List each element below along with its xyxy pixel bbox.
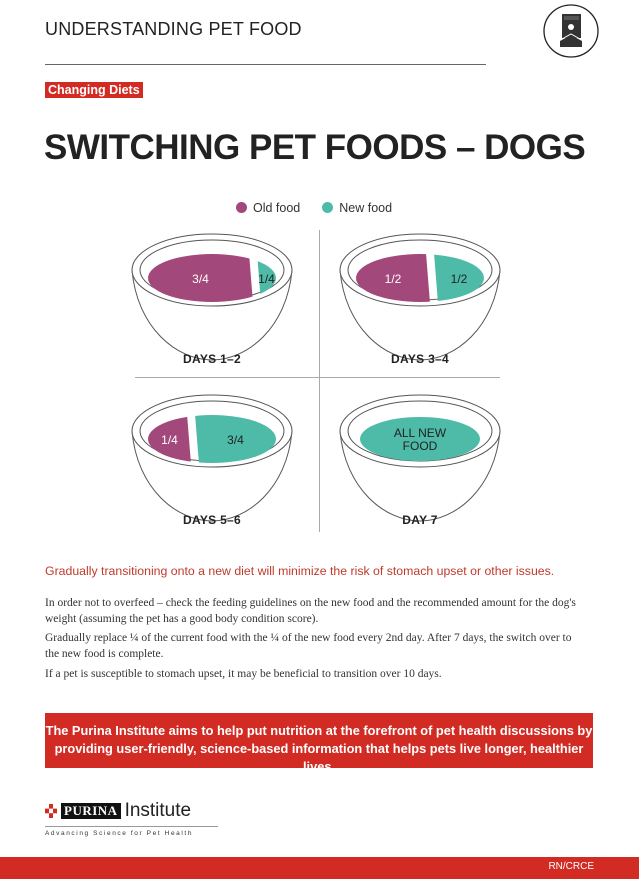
new-food-portion (193, 415, 276, 463)
footer-bar (0, 857, 639, 879)
bowl-label: DAYS 1–2 (183, 352, 241, 366)
bowl-label: DAY 7 (402, 513, 438, 527)
category-tag: Changing Diets (45, 82, 143, 98)
bowl-label: DAYS 3–4 (391, 352, 449, 366)
logo-name: Institute (124, 800, 192, 821)
new-food-dot-icon (322, 202, 334, 213)
logo-brand: PURINA (61, 803, 121, 819)
legend-new: New food (322, 201, 392, 215)
bowl-illustration (131, 394, 293, 522)
old-food-portion (356, 254, 432, 302)
mission-banner: The Purina Institute aims to help put nu… (45, 713, 593, 774)
new-food-portion (432, 254, 484, 302)
paragraph: If a pet is susceptible to stomach upset… (45, 668, 442, 680)
horizontal-divider (135, 377, 500, 378)
footer-code: RN/CRCE (548, 861, 594, 872)
lead-text: Gradually transitioning onto a new diet … (45, 564, 555, 578)
page-title: SWITCHING PET FOODS – DOGS (44, 128, 586, 167)
bowl-label: DAYS 5–6 (183, 513, 241, 527)
new-food-label: 1/2 (450, 272, 468, 286)
vertical-divider (319, 230, 320, 532)
pet-food-bag-icon (543, 4, 599, 58)
bowl-illustration (131, 233, 293, 361)
legend-label: New food (339, 201, 393, 215)
legend-label: Old food (253, 201, 301, 215)
old-food-label: 3/4 (192, 272, 209, 286)
old-food-portion (148, 254, 255, 302)
old-food-dot-icon (236, 202, 247, 213)
new-food-label: ALL NEW FOOD (393, 426, 447, 453)
checkerboard-icon (45, 804, 57, 818)
old-food-portion (148, 415, 193, 463)
purina-institute-logo: PURINA Institute Advancing Science for P… (45, 800, 218, 837)
paragraph: In order not to overfeed – check the fee… (45, 597, 576, 625)
header-title: UNDERSTANDING PET FOOD (45, 19, 302, 39)
bowl-illustration (339, 394, 501, 522)
old-food-label: 1/2 (384, 272, 402, 286)
legend-old: Old food (236, 201, 300, 215)
bowl-illustration (339, 233, 501, 361)
new-food-label: 3/4 (227, 433, 244, 447)
legend: Old food New food (236, 201, 392, 215)
new-food-label: 1/4 (258, 272, 275, 286)
header-divider (45, 64, 486, 65)
old-food-label: 1/4 (161, 433, 178, 447)
logo-tagline: Advancing Science for Pet Health (45, 830, 194, 837)
paragraph: Gradually replace ¼ of the current food … (45, 632, 572, 660)
new-food-portion (360, 417, 480, 461)
